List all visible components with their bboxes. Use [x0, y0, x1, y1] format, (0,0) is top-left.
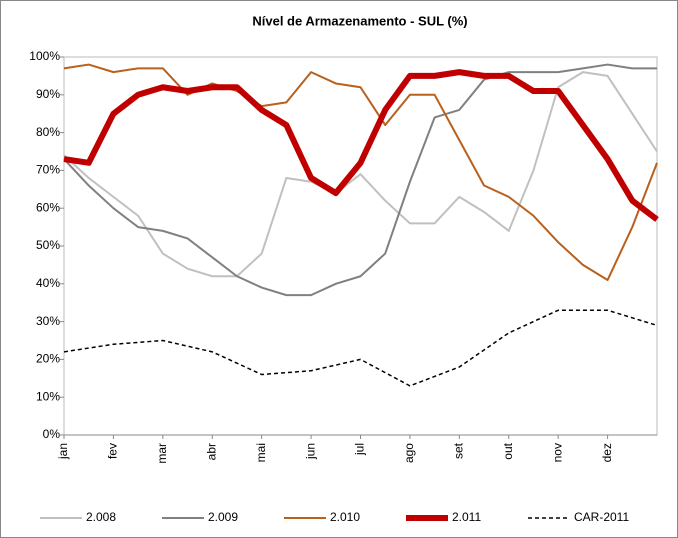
y-tick-label: 30% [36, 314, 60, 328]
chart-title: Nível de Armazenamento - SUL (%) [252, 13, 467, 28]
legend-label: 2.009 [208, 510, 238, 524]
x-tick-label: abr [204, 443, 218, 460]
series-line [63, 71, 658, 278]
y-tick-label: 50% [36, 238, 60, 252]
y-tick-label: 70% [36, 163, 60, 177]
x-tick-label: dez [600, 443, 614, 462]
y-tick-label: 0% [43, 427, 61, 441]
x-tick-label: jul [353, 443, 367, 456]
y-tick-label: 10% [36, 389, 60, 403]
x-tick-label: out [501, 442, 515, 459]
y-tick-label: 100% [29, 49, 60, 63]
x-tick-label: jan [56, 443, 70, 460]
y-tick-label: 20% [36, 352, 60, 366]
series-line [63, 63, 658, 282]
series-line [63, 69, 659, 222]
x-tick-label: mai [254, 443, 268, 462]
legend-label: CAR-2011 [574, 510, 629, 524]
legend-label: 2.011 [452, 510, 481, 524]
x-tick-label: set [452, 442, 466, 459]
y-tick-label: 90% [36, 87, 60, 101]
y-tick-label: 40% [36, 276, 60, 290]
x-tick-label: fev [106, 443, 120, 459]
x-tick-label: nov [550, 443, 564, 462]
series-line [63, 63, 657, 297]
series-line [63, 309, 658, 387]
x-tick-label: ago [402, 443, 416, 463]
x-tick-label: mar [155, 443, 169, 464]
legend-label: 2.010 [330, 510, 360, 524]
y-tick-label: 60% [36, 200, 60, 214]
y-tick-label: 80% [36, 125, 60, 139]
legend-label: 2.008 [86, 510, 116, 524]
x-tick-label: jun [303, 443, 317, 460]
